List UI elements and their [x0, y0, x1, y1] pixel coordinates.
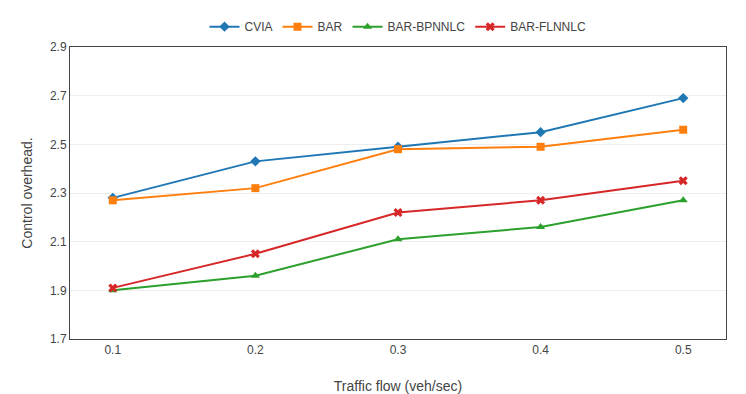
svg-text:CVIA: CVIA: [245, 20, 273, 34]
svg-text:0.3: 0.3: [390, 343, 407, 357]
svg-text:2.9: 2.9: [50, 40, 67, 54]
svg-text:2.7: 2.7: [50, 89, 67, 103]
svg-text:BAR: BAR: [318, 20, 343, 34]
svg-text:0.1: 0.1: [104, 343, 121, 357]
svg-text:1.7: 1.7: [50, 332, 67, 346]
svg-text:0.4: 0.4: [532, 343, 549, 357]
svg-text:0.2: 0.2: [247, 343, 264, 357]
svg-text:BAR-BPNNLC: BAR-BPNNLC: [388, 20, 466, 34]
svg-text:0.5: 0.5: [675, 343, 692, 357]
svg-text:BAR-FLNNLC: BAR-FLNNLC: [510, 20, 586, 34]
svg-text:2.1: 2.1: [50, 235, 67, 249]
svg-text:Control overhead.: Control overhead.: [19, 137, 35, 248]
svg-text:2.5: 2.5: [50, 138, 67, 152]
svg-text:Traffic flow (veh/sec): Traffic flow (veh/sec): [334, 378, 462, 394]
svg-text:1.9: 1.9: [50, 284, 67, 298]
svg-text:2.3: 2.3: [50, 186, 67, 200]
